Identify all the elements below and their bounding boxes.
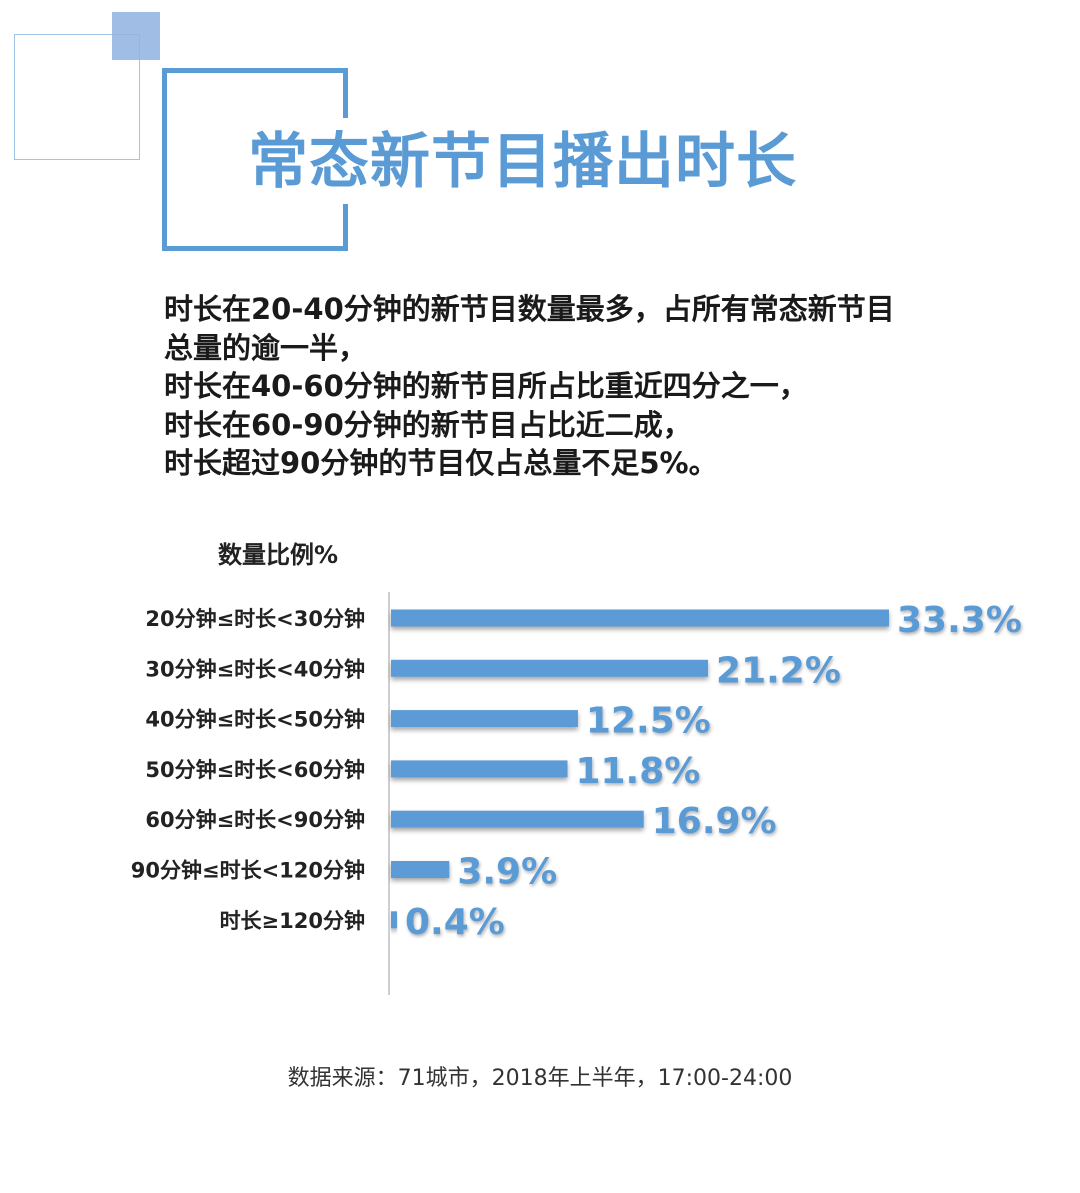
data-source-note: 数据来源：71城市，2018年上半年，17:00-24:00 (287, 1066, 793, 1091)
summary-line: 时长在20-40分钟的新节目数量最多，占所有常态新节目 (164, 292, 895, 326)
summary-line: 时长在40-60分钟的新节目所占比重近四分之一， (164, 369, 808, 403)
bar (391, 911, 397, 929)
bar (391, 861, 450, 878)
bar (391, 760, 568, 778)
category-label: 20分钟≤时长<30分钟 (145, 607, 365, 631)
page-title: 常态新节目播出时长 (248, 127, 797, 197)
summary-line: 时长超过90分钟的节目仅占总量不足5%。 (164, 446, 718, 480)
category-label: 30分钟≤时长<40分钟 (145, 657, 365, 681)
bar (391, 710, 578, 728)
value-label: 11.8% (575, 751, 700, 792)
category-label: 60分钟≤时长<90分钟 (145, 808, 365, 832)
title-frame-gap (340, 118, 354, 204)
decorative-filled-square (112, 12, 160, 60)
chart-axis-label: 数量比例% (218, 541, 339, 569)
value-label: 0.4% (405, 902, 505, 943)
value-label: 16.9% (652, 801, 777, 842)
category-label: 40分钟≤时长<50分钟 (145, 708, 365, 732)
bar (391, 659, 709, 677)
value-label: 12.5% (586, 701, 711, 742)
bar (391, 810, 644, 828)
value-label: 21.2% (716, 650, 841, 691)
category-label: 90分钟≤时长<120分钟 (131, 859, 365, 883)
decorative-outline-square (14, 34, 140, 160)
value-label: 33.3% (897, 600, 1022, 641)
summary-line: 总量的逾一半， (164, 330, 368, 365)
bar (391, 609, 889, 627)
summary-line: 时长在60-90分钟的新节目占比近二成， (164, 407, 692, 442)
category-label: 50分钟≤时长<60分钟 (145, 758, 365, 782)
category-label: 时长≥120分钟 (220, 909, 365, 933)
summary-text: 时长在20-40分钟的新节目数量最多，占所有常态新节目 总量的逾一半， 时长在4… (164, 290, 984, 483)
value-label: 3.9% (457, 852, 557, 893)
